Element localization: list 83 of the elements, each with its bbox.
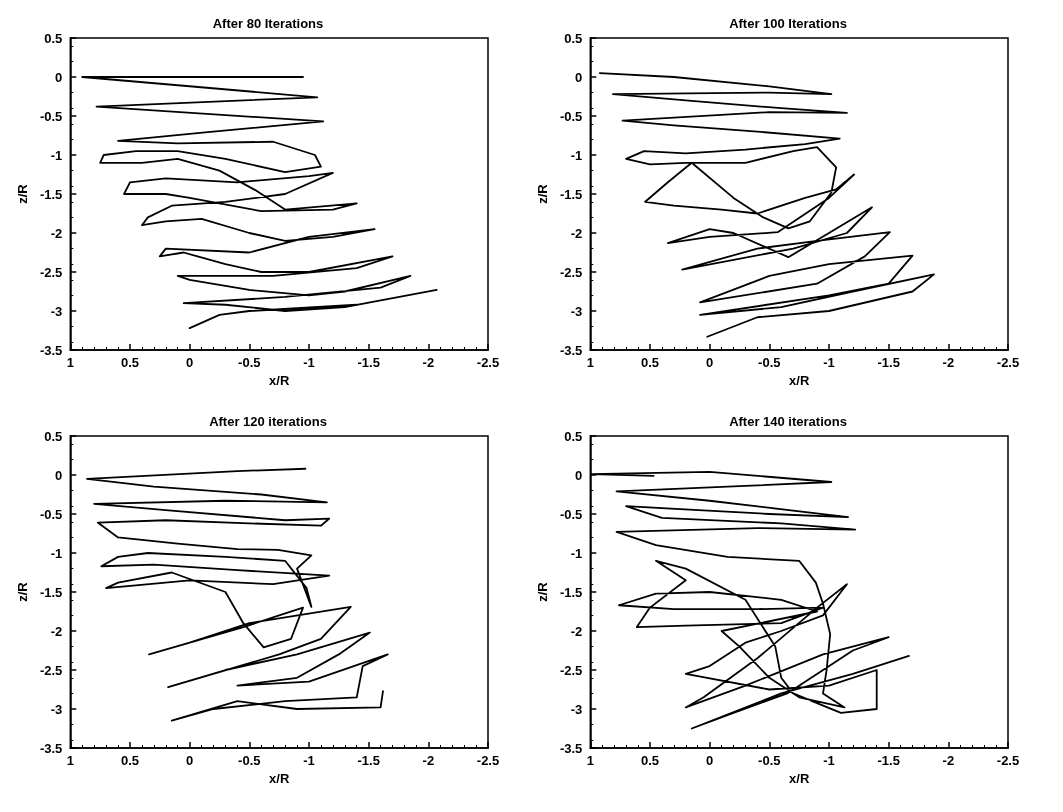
y-tick-label: -1 [570,545,583,561]
y-tick-label: -1.5 [39,186,63,202]
y-tick-label: -2.5 [39,662,63,678]
x-tick-label: -1 [823,753,835,768]
y-tick-label: -1 [50,147,63,163]
x-tick-label: -1.5 [877,753,900,768]
line-series [86,467,389,722]
x-tick-label: 0.5 [120,753,140,768]
y-tick-label: -0.5 [39,506,63,522]
x-tick-label: -2.5 [996,355,1020,370]
x-tick-label: 1 [586,753,594,768]
y-tick-label: -3.5 [559,342,583,358]
y-tick-label: -1.5 [39,584,63,600]
y-tick-label: -1.5 [559,186,583,202]
y-tick-label: -1 [570,147,583,163]
y-tick-label: -3 [570,701,583,717]
x-tick-label: 0 [186,355,194,370]
x-tick-label: 1 [66,753,74,768]
x-tick-label: 1 [66,355,74,370]
x-tick-label: -2 [942,753,955,768]
y-tick-label: -3 [50,303,63,319]
y-tick-label: -2.5 [559,264,583,280]
x-tick-label: -1 [303,753,315,768]
y-tick-label: -0.5 [559,108,583,124]
y-tick-label: 0.5 [564,428,583,444]
y-tick-label: -0.5 [559,506,583,522]
chart-title: After 80 Iterations [212,16,324,31]
line-series [81,76,438,330]
x-tick-label: -1 [823,355,835,370]
x-axis-title: x/R [789,770,810,786]
y-tick-label: -1 [50,545,63,561]
y-tick-label: -3.5 [559,740,583,756]
x-tick-label: -2.5 [996,753,1020,768]
x-axis-title: x/R [269,372,290,388]
x-tick-label: -2 [942,355,955,370]
y-tick-label: 0 [55,69,63,85]
x-tick-label: -1 [303,355,315,370]
x-tick-label: -2.5 [476,753,500,768]
x-tick-label: 0 [186,753,194,768]
x-tick-label: 0.5 [640,355,660,370]
x-tick-label: -2 [422,753,435,768]
x-tick-label: -0.5 [238,355,261,370]
y-tick-label: -3 [570,303,583,319]
x-tick-label: 0.5 [120,355,140,370]
x-tick-label: 1 [586,355,594,370]
x-tick-label: 0 [706,753,714,768]
x-tick-label: -0.5 [758,753,781,768]
y-tick-label: 0.5 [564,30,583,46]
x-tick-label: -1.5 [357,355,380,370]
x-tick-label: 0 [706,355,714,370]
x-tick-label: -2.5 [476,355,500,370]
y-tick-label: -2 [570,225,583,241]
y-tick-label: 0.5 [44,30,63,46]
y-axis-title: z/R [15,581,30,602]
x-tick-label: 0.5 [640,753,660,768]
x-axis-title: x/R [789,372,810,388]
y-tick-label: -3.5 [39,342,63,358]
y-tick-label: -2 [50,623,63,639]
y-tick-label: -3 [50,701,63,717]
x-axis-title: x/R [269,770,290,786]
y-tick-label: 0.5 [44,428,63,444]
y-tick-label: -3.5 [39,740,63,756]
x-tick-label: -0.5 [758,355,781,370]
x-tick-label: -0.5 [238,753,261,768]
x-tick-label: -1.5 [877,355,900,370]
x-tick-label: -1.5 [357,753,380,768]
chart-title: After 140 iterations [729,414,847,429]
x-tick-label: -2 [422,355,435,370]
y-tick-label: 0 [575,467,583,483]
y-tick-label: 0 [55,467,63,483]
y-tick-label: -1.5 [559,584,583,600]
line-series [598,72,935,338]
chart-title: After 120 iterations [209,414,327,429]
y-tick-label: -2.5 [39,264,63,280]
y-tick-label: -2 [50,225,63,241]
chart-title: After 100 Iterations [729,16,847,31]
y-axis-title: z/R [535,183,550,204]
y-tick-label: 0 [575,69,583,85]
y-tick-label: -2.5 [559,662,583,678]
y-tick-label: -0.5 [39,108,63,124]
y-tick-label: -2 [570,623,583,639]
y-axis-title: z/R [15,183,30,204]
y-axis-title: z/R [535,581,550,602]
